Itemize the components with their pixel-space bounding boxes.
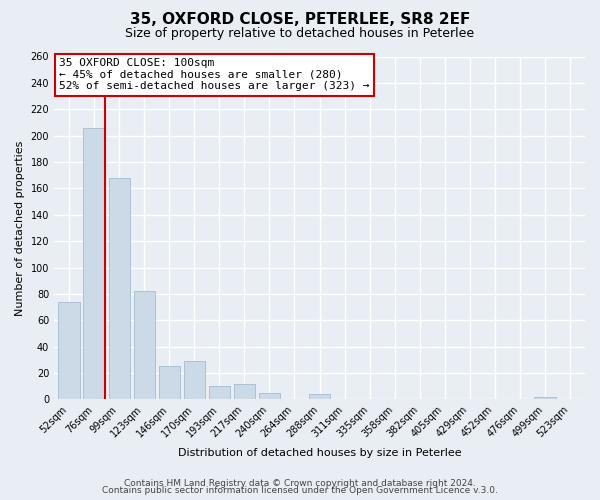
Bar [184, 361, 205, 400]
Text: Contains HM Land Registry data © Crown copyright and database right 2024.: Contains HM Land Registry data © Crown c… [124, 478, 476, 488]
X-axis label: Distribution of detached houses by size in Peterlee: Distribution of detached houses by size … [178, 448, 461, 458]
Bar [234, 384, 255, 400]
Bar [109, 178, 130, 400]
Bar [534, 397, 556, 400]
Bar [134, 291, 155, 400]
Bar [158, 366, 180, 400]
Text: Size of property relative to detached houses in Peterlee: Size of property relative to detached ho… [125, 28, 475, 40]
Text: Contains public sector information licensed under the Open Government Licence v.: Contains public sector information licen… [102, 486, 498, 495]
Bar [209, 386, 230, 400]
Text: 35, OXFORD CLOSE, PETERLEE, SR8 2EF: 35, OXFORD CLOSE, PETERLEE, SR8 2EF [130, 12, 470, 28]
Y-axis label: Number of detached properties: Number of detached properties [15, 140, 25, 316]
Bar [259, 393, 280, 400]
Text: 35 OXFORD CLOSE: 100sqm
← 45% of detached houses are smaller (280)
52% of semi-d: 35 OXFORD CLOSE: 100sqm ← 45% of detache… [59, 58, 370, 92]
Bar [83, 128, 105, 400]
Bar [309, 394, 330, 400]
Bar [58, 302, 80, 400]
